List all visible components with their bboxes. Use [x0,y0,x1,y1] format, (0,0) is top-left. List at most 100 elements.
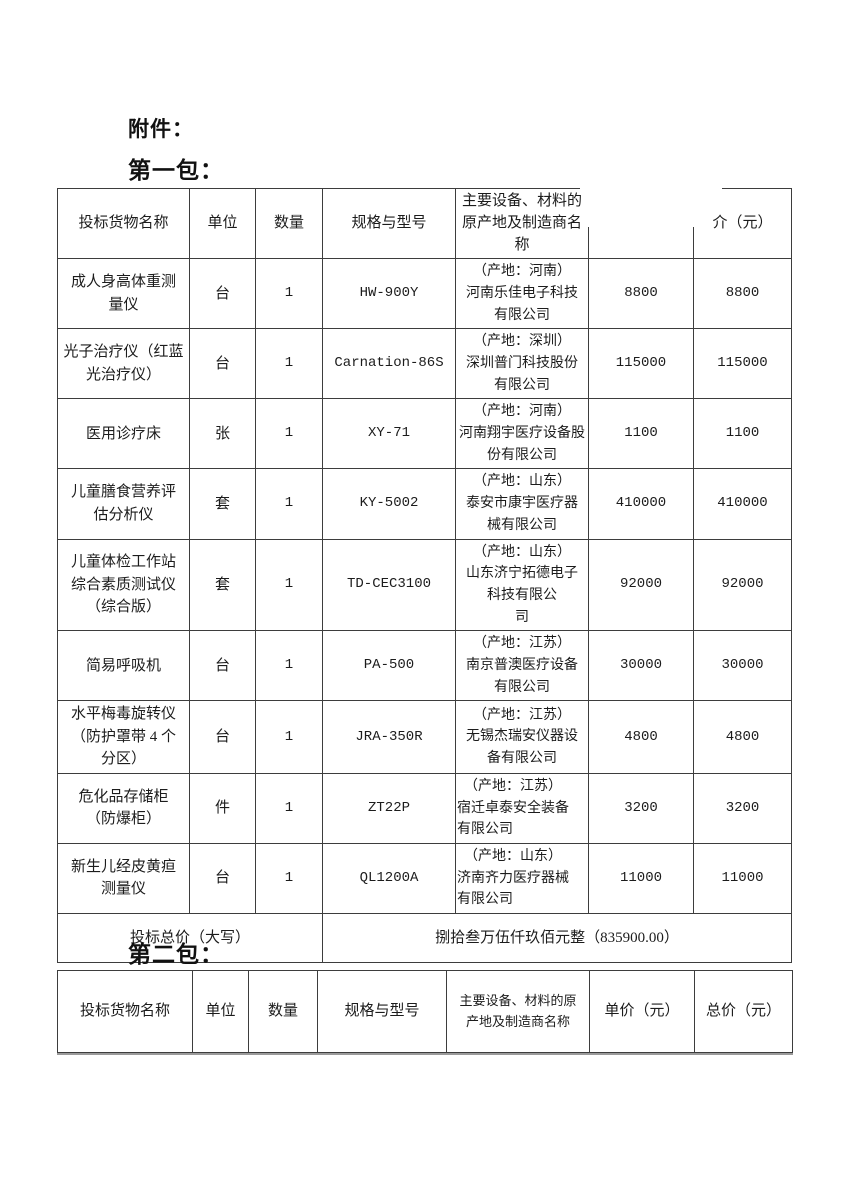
col-model: 规格与型号 [317,970,447,1053]
item-unit-price: 3200 [588,772,694,844]
item-model: ZT22P [322,772,456,844]
item-model: TD-CEC3100 [322,538,456,632]
table-row: 儿童体检工作站 综合素质测试仪 （综合版）套 1 TD-CEC3100 （产地：山东）… [57,538,792,632]
item-model: XY-71 [322,398,456,470]
item-model: QL1200A [322,842,456,914]
item-unit: 台 [189,700,256,774]
col-unit: 单位 [192,970,249,1053]
item-total-price: 1100 [693,398,792,470]
item-name: 危化品存储柜 （防爆柜） [57,772,190,844]
package1-total-row: 投标总价（大写） 捌拾叁万伍仟玖佰元整（835900.00） [57,912,792,963]
package1-table-body: 成人身高体重测 量仪台 1 HW-900Y （产地：河南） 河南乐佳电子科技 有限公司… [57,258,792,914]
item-origin: （产地：江苏） 宿迁卓泰安全装备 有限公司 [455,772,589,844]
package1-heading: 第一包： [128,158,224,183]
item-unit-price: 8800 [588,258,694,330]
item-unit: 张 [189,398,256,470]
table-bottom-edge [57,1053,793,1055]
item-unit: 台 [189,328,256,400]
item-total-price: 8800 [693,258,792,330]
item-qty: 1 [255,538,323,632]
item-total-price: 11000 [693,842,792,914]
package2-table-header-row: 投标货物名称 单位 数量 规格与型号 主要设备、材料的原 产地及制造商名称 单价（元） 总价… [57,970,793,1053]
package1-table-header-row: 投标货物名称 单位 数量 规格与型号 主要设备、材料的 原产地及制造商名 称 介（元） [57,187,792,260]
col-qty: 数量 [255,187,323,260]
item-unit: 套 [189,468,256,540]
item-model: KY-5002 [322,468,456,540]
item-unit-price: 410000 [588,468,694,540]
item-qty: 1 [255,398,323,470]
table-row: 医用诊疗床张 1 XY-71 （产地：河南） 河南翔宇医疗设备股 份有限公司 1100 1… [57,398,792,470]
col-origin: 主要设备、材料的原 产地及制造商名称 [446,970,590,1053]
col-name: 投标货物名称 [57,970,193,1053]
item-total-price: 30000 [693,630,792,702]
package2-heading: 第二包： [128,942,224,967]
table-row: 新生儿经皮黄疸 测量仪台 1 QL1200A （产地：山东） 济南齐力医疗器械 有限… [57,842,792,914]
item-model: JRA-350R [322,700,456,774]
item-unit-price: 1100 [588,398,694,470]
item-unit-price: 11000 [588,842,694,914]
item-origin: （产地：河南） 河南乐佳电子科技 有限公司 [455,258,589,330]
item-qty: 1 [255,772,323,844]
item-unit-price: 92000 [588,538,694,632]
item-qty: 1 [255,842,323,914]
item-qty: 1 [255,700,323,774]
table-row: 儿童膳食营养评 估分析仪套 1 KY-5002 （产地：山东） 泰安市康宇医疗器 械有… [57,468,792,540]
item-origin: （产地：山东） 山东济宁拓德电子 科技有限公 司 [455,538,589,632]
table-row: 危化品存储柜 （防爆柜）件 1 ZT22P （产地：江苏） 宿迁卓泰安全装备 有限公… [57,772,792,844]
item-total-price: 115000 [693,328,792,400]
item-model: PA-500 [322,630,456,702]
col-name: 投标货物名称 [57,187,190,260]
col-model: 规格与型号 [322,187,456,260]
item-qty: 1 [255,258,323,330]
border-clip-artifact [580,185,722,191]
col-unit-price [588,187,694,260]
table-row: 简易呼吸机台 1 PA-500 （产地：江苏） 南京普澳医疗设备 有限公司 30000 3… [57,630,792,702]
item-qty: 1 [255,630,323,702]
item-qty: 1 [255,468,323,540]
item-origin: （产地：江苏） 南京普澳医疗设备 有限公司 [455,630,589,702]
table-row: 光子治疗仪（红蓝 光治疗仪）台 1 Carnation-86S （产地：深圳） 深圳普… [57,328,792,400]
col-unit-price: 单价（元） [589,970,695,1053]
package2-table: 投标货物名称 单位 数量 规格与型号 主要设备、材料的原 产地及制造商名称 单价（元） 总价… [57,970,793,1053]
col-total-price: 介（元） [693,187,792,260]
col-total-price: 总价（元） [694,970,793,1053]
item-origin: （产地：山东） 济南齐力医疗器械 有限公司 [455,842,589,914]
item-name: 医用诊疗床 [57,398,190,470]
item-model: Carnation-86S [322,328,456,400]
item-total-price: 92000 [693,538,792,632]
total-price-label: 投标总价（大写） [57,912,323,963]
item-unit: 件 [189,772,256,844]
item-unit-price: 4800 [588,700,694,774]
item-total-price: 410000 [693,468,792,540]
item-origin: （产地：河南） 河南翔宇医疗设备股 份有限公司 [455,398,589,470]
item-unit-price: 30000 [588,630,694,702]
item-name: 新生儿经皮黄疸 测量仪 [57,842,190,914]
item-origin: （产地：江苏） 无锡杰瑞安仪器设 备有限公司 [455,700,589,774]
item-name: 儿童膳食营养评 估分析仪 [57,468,190,540]
item-qty: 1 [255,328,323,400]
item-name: 简易呼吸机 [57,630,190,702]
item-name: 成人身高体重测 量仪 [57,258,190,330]
attachment-heading: 附件： [128,117,194,141]
item-name: 水平梅毒旋转仪 （防护罩带 4 个 分区） [57,700,190,774]
border-clip-artifact [690,191,696,227]
border-clip-artifact [585,191,591,227]
item-origin: （产地：山东） 泰安市康宇医疗器 械有限公司 [455,468,589,540]
item-name: 光子治疗仪（红蓝 光治疗仪） [57,328,190,400]
item-model: HW-900Y [322,258,456,330]
item-unit: 台 [189,258,256,330]
item-origin: （产地：深圳） 深圳普门科技股份 有限公司 [455,328,589,400]
package1-table: 投标货物名称 单位 数量 规格与型号 主要设备、材料的 原产地及制造商名 称 介（元） 成… [57,187,792,963]
col-unit: 单位 [189,187,256,260]
table-row: 水平梅毒旋转仪 （防护罩带 4 个 分区）台 1 JRA-350R （产地：江苏） 无… [57,700,792,774]
table-row: 成人身高体重测 量仪台 1 HW-900Y （产地：河南） 河南乐佳电子科技 有限公司… [57,258,792,330]
item-name: 儿童体检工作站 综合素质测试仪 （综合版） [57,538,190,632]
col-origin: 主要设备、材料的 原产地及制造商名 称 [455,187,589,260]
item-unit: 套 [189,538,256,632]
item-total-price: 3200 [693,772,792,844]
item-unit-price: 115000 [588,328,694,400]
col-qty: 数量 [248,970,318,1053]
item-unit: 台 [189,630,256,702]
item-total-price: 4800 [693,700,792,774]
